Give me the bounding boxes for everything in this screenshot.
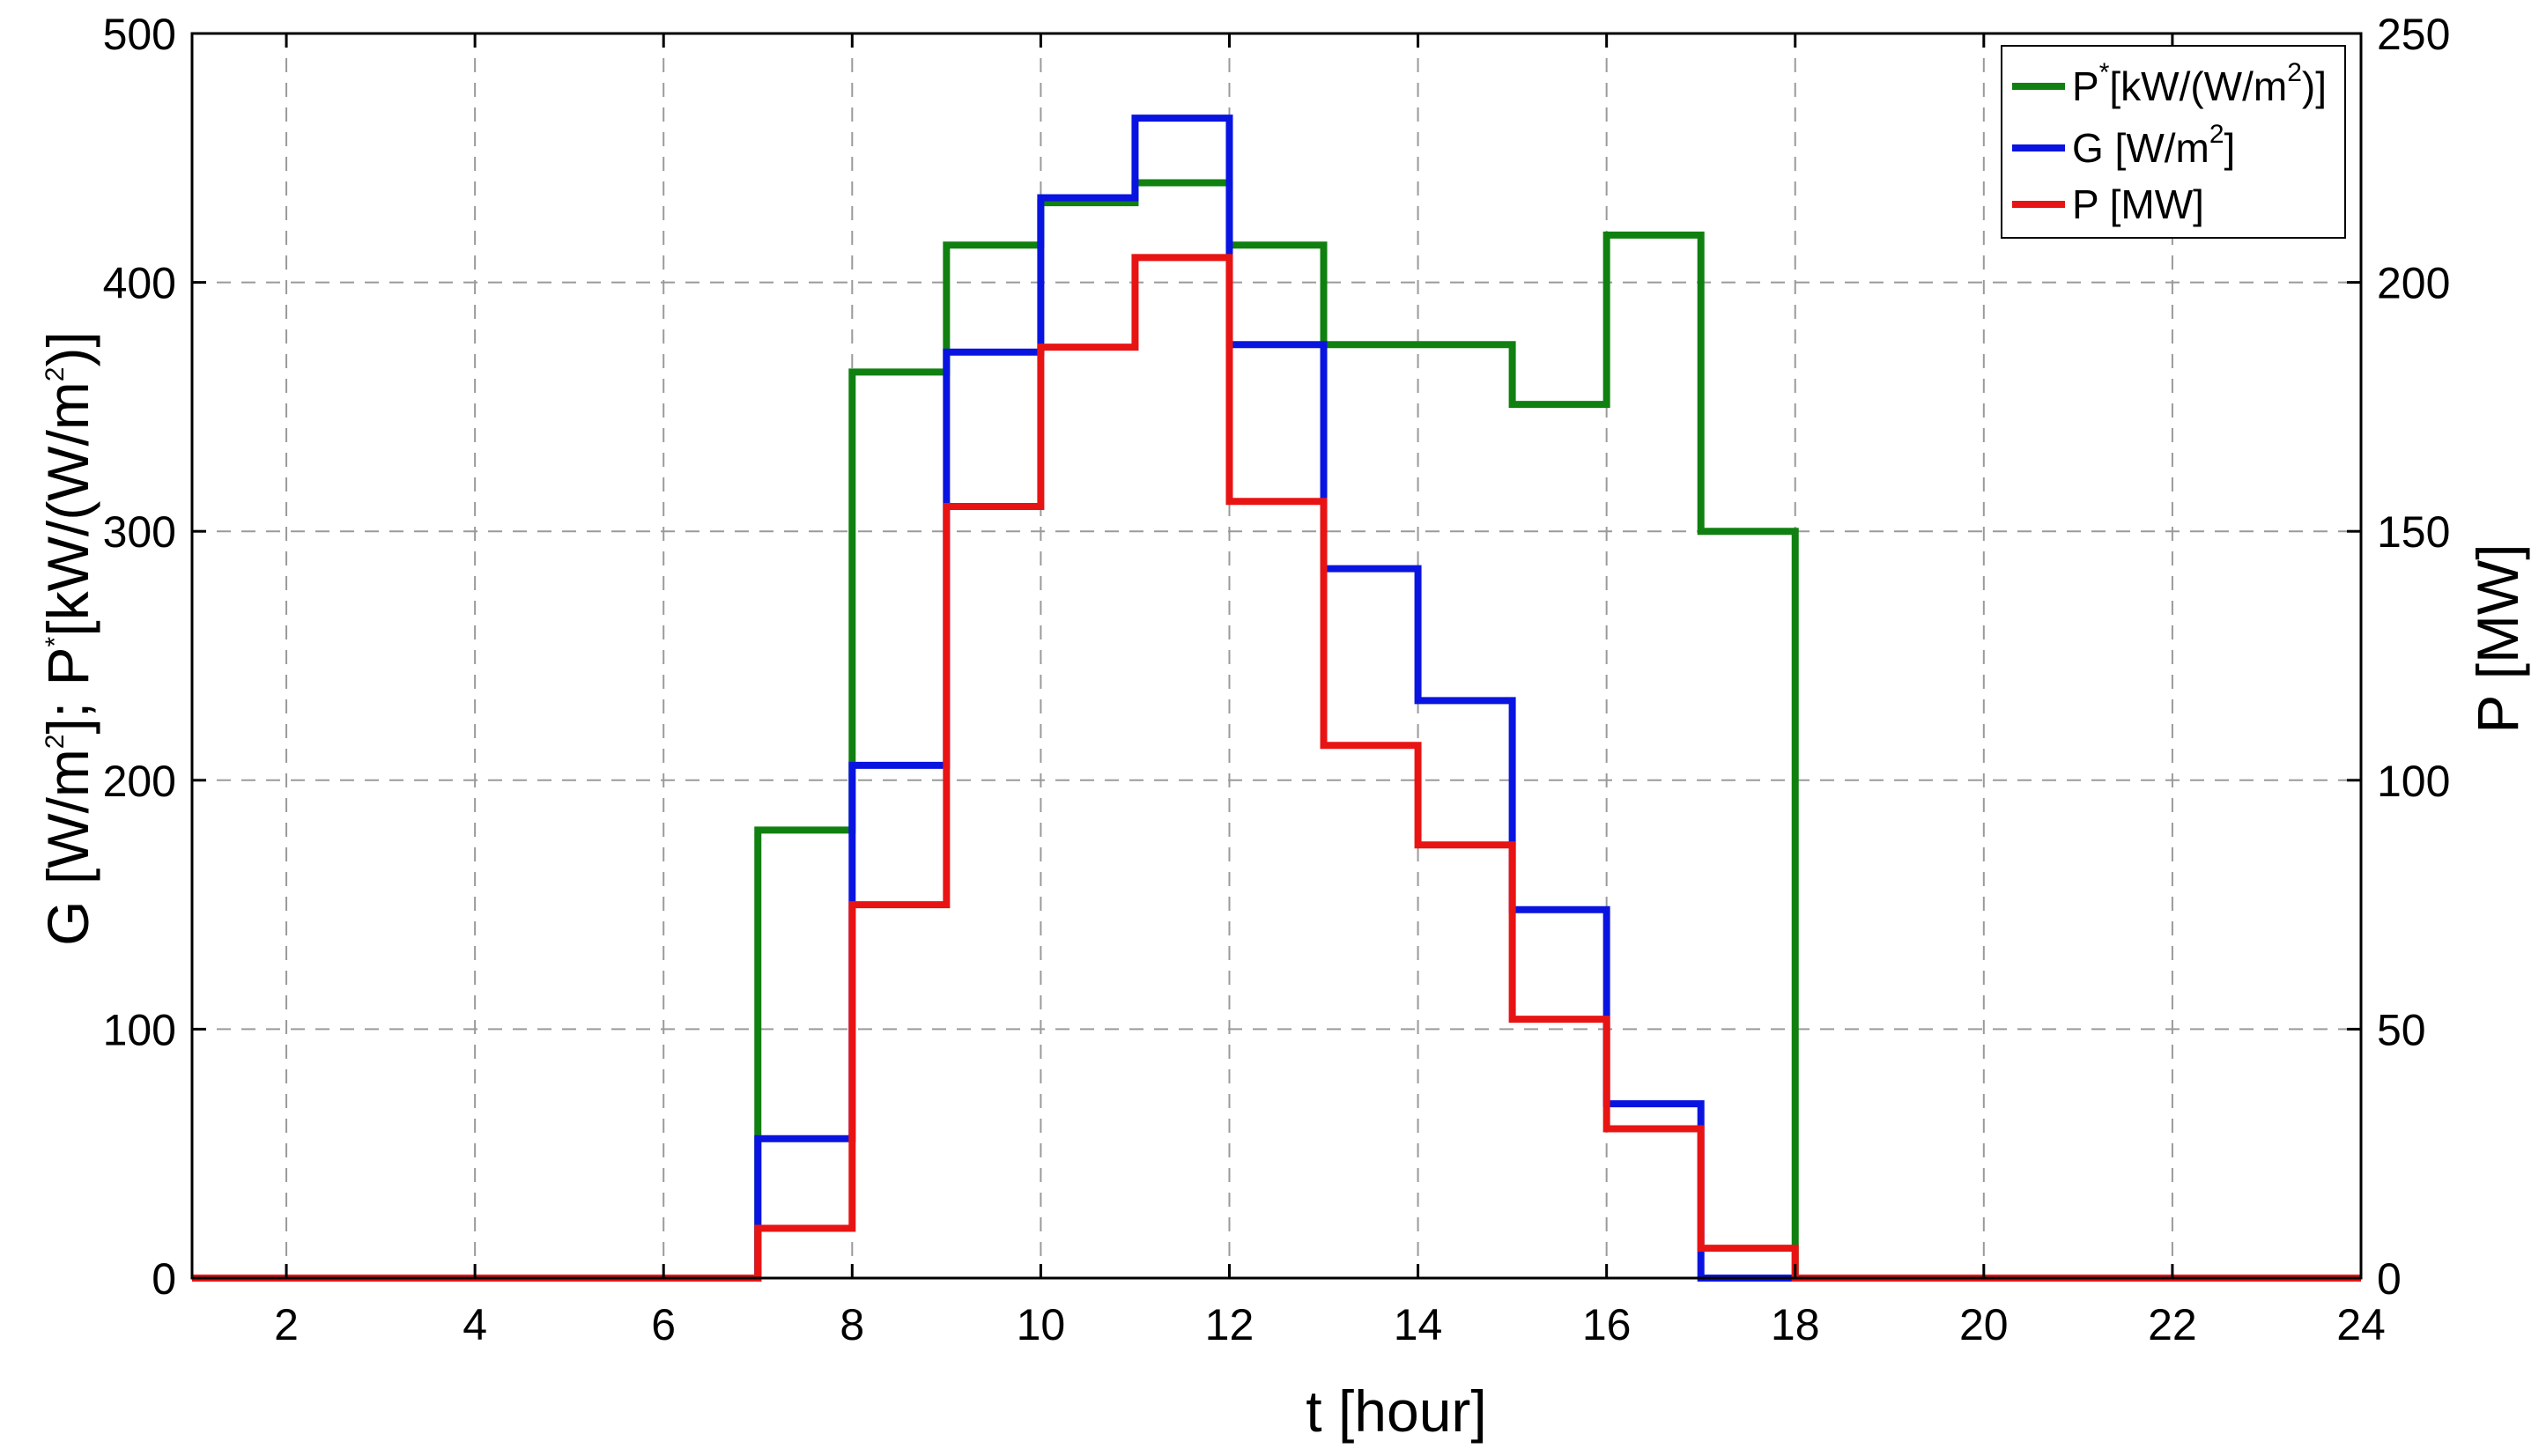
x-tick-label: 18 xyxy=(1771,1300,1820,1349)
right-y-tick-labels: 0 50 100 150 200 250 xyxy=(2377,10,2450,1304)
x-axis-label: t [hour] xyxy=(1306,1378,1486,1444)
right-y-tick-label: 0 xyxy=(2377,1254,2402,1304)
left-y-tick-label: 500 xyxy=(103,10,176,59)
legend-text-part: [kW/(W/m xyxy=(2109,63,2287,109)
legend-text-sup: 2 xyxy=(2209,120,2224,149)
legend-entry-g: G [W/m2] xyxy=(2072,120,2235,171)
x-tick-label: 22 xyxy=(2148,1300,2197,1349)
left-y-tick-labels: 0 100 200 300 400 500 xyxy=(103,10,176,1304)
x-tick-label: 4 xyxy=(463,1300,487,1349)
left-y-tick-label: 0 xyxy=(152,1254,176,1304)
right-y-tick-label: 150 xyxy=(2377,507,2450,557)
legend-text-sup: * xyxy=(2099,58,2110,87)
axis-ticks xyxy=(192,32,2363,1280)
plot-frame xyxy=(190,32,2363,1280)
left-y-tick-label: 400 xyxy=(103,259,176,308)
legend-text-part: ] xyxy=(2224,125,2236,171)
right-y-tick-label: 50 xyxy=(2377,1005,2426,1054)
legend-text-part: P xyxy=(2072,63,2099,109)
x-tick-label: 14 xyxy=(1394,1300,1443,1349)
legend-entry-p: P [MW] xyxy=(2072,181,2204,227)
legend-text-part: )] xyxy=(2302,63,2327,109)
left-y-tick-label: 100 xyxy=(103,1005,176,1054)
left-y-axis-label-part: )] xyxy=(35,331,100,366)
left-y-axis-label-sup: * xyxy=(41,636,70,647)
left-y-axis-label-sup: 2 xyxy=(41,367,70,382)
left-y-tick-label: 200 xyxy=(103,757,176,806)
x-tick-label: 12 xyxy=(1205,1300,1254,1349)
x-tick-label: 6 xyxy=(651,1300,676,1349)
x-tick-label: 8 xyxy=(840,1300,864,1349)
left-y-axis-label-part: [kW/(W/m xyxy=(35,381,100,637)
right-y-tick-label: 100 xyxy=(2377,757,2450,806)
legend-text-sup: 2 xyxy=(2287,58,2302,87)
legend-text-part: G [W/m xyxy=(2072,125,2209,171)
x-tick-label: 2 xyxy=(274,1300,299,1349)
legend-entry-pstar: P*[kW/(W/m2)] xyxy=(2072,58,2327,109)
left-y-axis-label: G [W/m2]; P*[kW/(W/m2)] xyxy=(35,331,100,946)
legend-text-part: P [MW] xyxy=(2072,181,2204,227)
x-tick-label: 20 xyxy=(1959,1300,2009,1349)
left-y-tick-label: 300 xyxy=(103,507,176,557)
left-y-axis-label-part: G [W/m xyxy=(35,749,100,946)
right-y-tick-label: 200 xyxy=(2377,259,2450,308)
legend: P*[kW/(W/m2)] G [W/m2] P [MW] xyxy=(2001,45,2346,239)
x-tick-label: 16 xyxy=(1582,1300,1632,1349)
right-y-axis-label: P [MW] xyxy=(2465,543,2530,733)
x-tick-labels: 2 4 6 8 10 12 14 16 18 20 22 24 xyxy=(274,1300,2386,1349)
x-tick-label: 24 xyxy=(2336,1300,2386,1349)
left-y-axis-label-part: ]; P xyxy=(35,647,100,734)
right-y-tick-label: 250 xyxy=(2377,10,2450,59)
x-tick-label: 10 xyxy=(1017,1300,1066,1349)
left-y-axis-label-sup: 2 xyxy=(41,735,70,750)
